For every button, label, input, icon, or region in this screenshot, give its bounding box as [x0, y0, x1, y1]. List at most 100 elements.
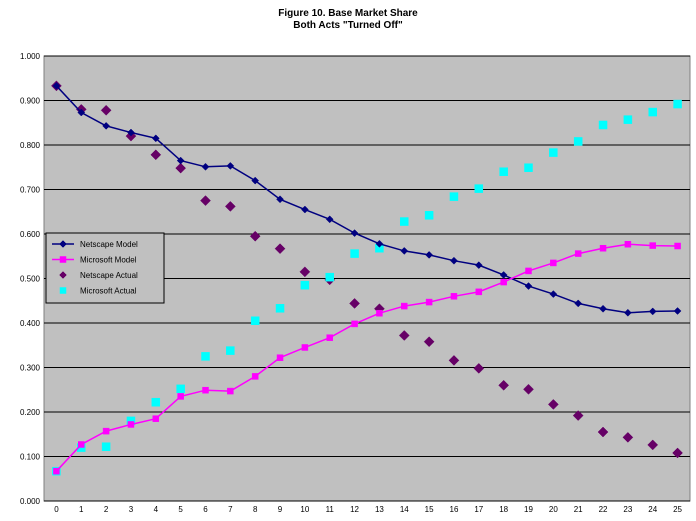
data-point [127, 421, 135, 428]
data-point [150, 149, 162, 161]
x-tick-label: 8 [253, 505, 258, 514]
y-tick-label: 0.700 [20, 186, 41, 195]
x-tick-label: 13 [375, 505, 384, 514]
data-point [325, 215, 334, 224]
data-point [100, 104, 112, 116]
data-point [376, 309, 383, 317]
x-tick-label: 2 [104, 505, 109, 514]
data-point [648, 107, 657, 117]
data-point [597, 426, 609, 438]
data-point [400, 217, 409, 226]
legend-label: Netscape Actual [80, 271, 138, 280]
data-point [78, 441, 85, 448]
data-point [572, 410, 584, 421]
legend-marker [59, 256, 67, 263]
y-tick-label: 0.400 [20, 319, 41, 328]
x-tick-label: 0 [54, 505, 59, 514]
y-axis-ticks: 0.000 0.100 0.200 0.300 0.400 0.500 0.600 0.700… [20, 52, 41, 506]
data-point [473, 363, 485, 374]
data-point [151, 134, 160, 143]
data-point [101, 442, 111, 451]
legend-entry: Microsoft Model [52, 256, 137, 265]
y-tick-label: 1.000 [20, 52, 41, 61]
data-point [672, 447, 683, 459]
data-point [574, 299, 583, 308]
x-tick-label: 1 [79, 505, 84, 514]
x-tick-label: 6 [203, 505, 208, 514]
legend-label: Microsoft Model [80, 256, 137, 265]
x-axis-ticks: 0 1 2 3 4 5 6 7 8 9 10 11 12 13 14 15 16 17 18 19 20 21 22 23 24… [54, 505, 682, 514]
data-point [624, 308, 632, 317]
x-tick-label: 21 [574, 505, 583, 514]
legend-items: Netscape Model Microsoft Model Netscape Ac… [52, 240, 138, 296]
data-point [673, 307, 682, 315]
data-point [549, 290, 558, 298]
data-point [622, 432, 634, 443]
x-tick-label: 14 [400, 505, 409, 514]
data-point [474, 184, 484, 193]
data-point [524, 163, 533, 172]
data-point [500, 278, 507, 286]
x-tick-label: 20 [549, 505, 558, 514]
data-point [498, 379, 510, 391]
x-tick-label: 25 [673, 505, 682, 514]
legend-marker [59, 240, 67, 248]
x-tick-label: 16 [450, 505, 459, 514]
data-point [474, 261, 483, 270]
chart-title: Figure 10. Base Market Share [278, 8, 418, 19]
data-point [301, 205, 309, 214]
data-point [673, 99, 682, 109]
x-tick-label: 5 [178, 505, 183, 514]
data-point [201, 162, 210, 171]
data-point [423, 336, 435, 348]
series-netscape-actual [51, 80, 683, 459]
data-point [599, 244, 607, 252]
x-tick-label: 19 [524, 505, 533, 514]
data-point [599, 304, 607, 313]
data-point [224, 201, 236, 212]
data-point [201, 352, 210, 361]
series-line [55, 243, 678, 472]
data-point [349, 298, 360, 309]
data-point [52, 81, 61, 90]
data-point [251, 176, 260, 185]
data-point [547, 399, 559, 410]
series-layer [51, 80, 683, 476]
series-netscape-model [52, 81, 682, 317]
data-point [226, 346, 235, 355]
data-point [598, 120, 608, 130]
data-point [449, 192, 459, 201]
x-tick-label: 24 [648, 505, 657, 514]
data-point [450, 293, 458, 300]
x-tick-label: 4 [154, 505, 159, 514]
data-point [275, 304, 285, 313]
data-point [375, 239, 384, 248]
y-tick-label: 0.300 [20, 364, 41, 373]
data-point [351, 320, 358, 328]
y-tick-label: 0.500 [20, 275, 41, 284]
data-point [77, 108, 86, 117]
y-tick-label: 0.000 [20, 497, 41, 506]
x-tick-label: 7 [228, 505, 233, 514]
data-point [525, 267, 532, 275]
data-point [102, 122, 110, 130]
x-tick-label: 3 [129, 505, 134, 514]
data-point [450, 256, 458, 265]
data-point [674, 242, 681, 250]
data-point [499, 271, 508, 279]
data-point [175, 162, 187, 174]
data-point [301, 344, 309, 351]
x-tick-label: 11 [326, 505, 335, 514]
data-point [326, 334, 333, 341]
legend-entry: Microsoft Actual [59, 287, 137, 296]
gridlines [44, 55, 690, 502]
data-point [251, 373, 259, 380]
data-point [573, 137, 583, 146]
data-point [202, 386, 209, 394]
data-point [425, 298, 433, 306]
data-point [350, 229, 359, 237]
data-point [53, 467, 60, 475]
data-point [250, 316, 260, 326]
legend-entry: Netscape Model [52, 240, 138, 249]
data-point [475, 288, 483, 296]
